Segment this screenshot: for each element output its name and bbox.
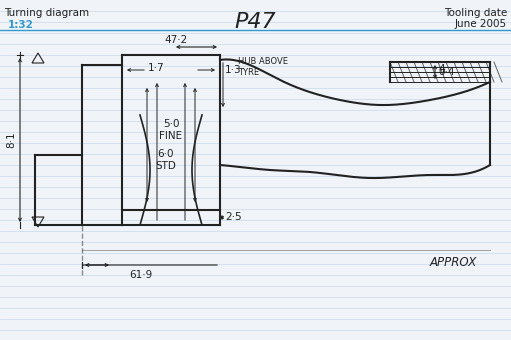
Text: 2·5: 2·5 — [225, 212, 242, 222]
Text: 61·9: 61·9 — [129, 270, 153, 280]
Text: 1·3: 1·3 — [225, 65, 242, 75]
Text: 0·4: 0·4 — [438, 67, 454, 77]
Text: 1·7: 1·7 — [148, 63, 165, 73]
Text: P47: P47 — [234, 12, 276, 32]
Text: 47·2: 47·2 — [165, 35, 188, 45]
Text: 4: 4 — [438, 64, 445, 74]
Text: APPROX: APPROX — [430, 255, 477, 269]
Text: 5·0
FINE: 5·0 FINE — [159, 119, 182, 141]
Text: 8·1: 8·1 — [6, 132, 16, 148]
Text: 6·0
STD: 6·0 STD — [155, 149, 176, 171]
Text: Tooling date: Tooling date — [444, 8, 507, 18]
Text: Turning diagram: Turning diagram — [4, 8, 89, 18]
Text: HUB ABOVE
TYRE: HUB ABOVE TYRE — [238, 57, 288, 77]
Text: June 2005: June 2005 — [455, 19, 507, 29]
Text: 1:32: 1:32 — [8, 20, 34, 30]
